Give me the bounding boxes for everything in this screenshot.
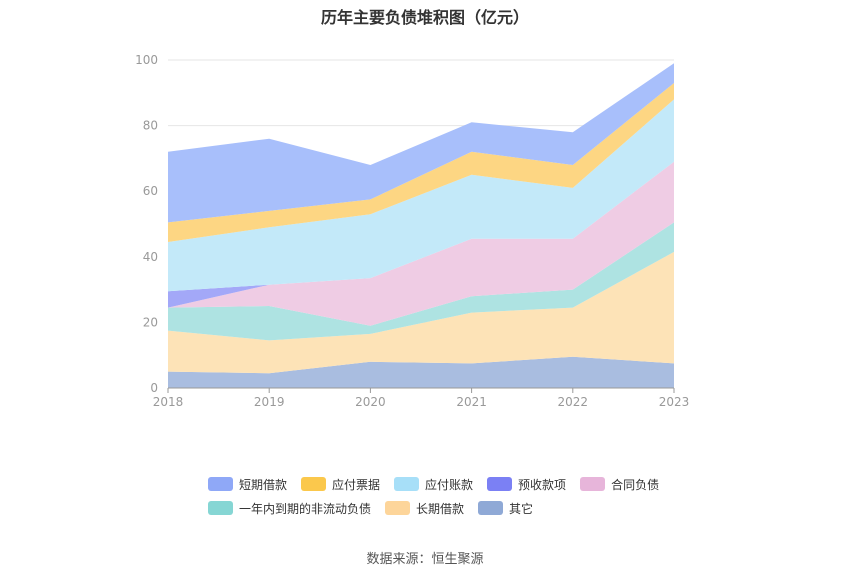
legend-swatch — [208, 477, 233, 491]
legend-item[interactable]: 应付票据 — [301, 476, 380, 493]
x-tick-label: 2021 — [456, 395, 487, 409]
legend-swatch — [478, 501, 504, 515]
legend-swatch — [394, 477, 420, 491]
x-tick-label: 2022 — [558, 395, 589, 409]
legend-row-1: 短期借款 应付票据 应付账款 预收款项 合同负债 — [208, 472, 688, 496]
area-series-1 — [168, 251, 674, 374]
x-tick-label: 2019 — [254, 395, 285, 409]
legend-item[interactable]: 合同负债 — [580, 476, 659, 493]
legend-swatch — [208, 501, 233, 515]
area-series-3 — [168, 161, 674, 326]
chart-title: 历年主要负债堆积图（亿元） — [320, 8, 529, 27]
legend-label: 预收款项 — [518, 477, 567, 492]
legend-item[interactable]: 长期借款 — [385, 500, 464, 517]
legend-label: 短期借款 — [239, 477, 288, 492]
y-tick-label: 0 — [150, 381, 158, 395]
y-tick-label: 100 — [135, 53, 158, 67]
legend-label: 长期借款 — [416, 501, 465, 516]
legend-label: 应付账款 — [425, 477, 474, 492]
area-series-7 — [168, 63, 674, 223]
legend-item[interactable]: 其它 — [478, 500, 533, 517]
area-series-2 — [168, 222, 674, 341]
area-layer — [168, 63, 674, 388]
legend-swatch — [301, 477, 327, 491]
legend-label: 其它 — [509, 501, 534, 516]
x-tick-label: 2018 — [153, 395, 184, 409]
legend-row-2: 一年内到期的非流动负债 长期借款 其它 — [208, 496, 688, 520]
source-text: 数据来源：恒生聚源 — [366, 552, 484, 567]
legend-item[interactable]: 短期借款 — [208, 476, 287, 493]
area-series-5 — [168, 99, 674, 292]
y-tick-label: 40 — [143, 250, 158, 264]
legend-item[interactable]: 应付账款 — [394, 476, 473, 493]
legend-label: 一年内到期的非流动负债 — [239, 501, 372, 516]
x-tick-label: 2023 — [659, 395, 690, 409]
legend-label: 合同负债 — [611, 477, 660, 492]
legend: 短期借款 应付票据 应付账款 预收款项 合同负债 一年内到期的非流动负债 长期借款 其它 — [208, 472, 688, 520]
y-tick-label: 80 — [143, 119, 158, 133]
legend-label: 应付票据 — [332, 477, 381, 492]
area-series-0 — [168, 356, 674, 388]
y-tick-label: 20 — [143, 315, 158, 329]
y-tick-label: 60 — [143, 184, 158, 198]
area-series-4 — [168, 161, 674, 308]
legend-item[interactable]: 一年内到期的非流动负债 — [208, 500, 371, 517]
legend-item[interactable]: 预收款项 — [487, 476, 566, 493]
axis-layer: 0 20 40 60 80 100 2018 2019 2020 2021 2022 2023 — [135, 53, 689, 409]
area-series-6 — [168, 83, 674, 242]
x-tick-label: 2020 — [355, 395, 386, 409]
legend-swatch — [487, 477, 513, 491]
legend-swatch — [385, 501, 411, 515]
legend-swatch — [580, 477, 606, 491]
